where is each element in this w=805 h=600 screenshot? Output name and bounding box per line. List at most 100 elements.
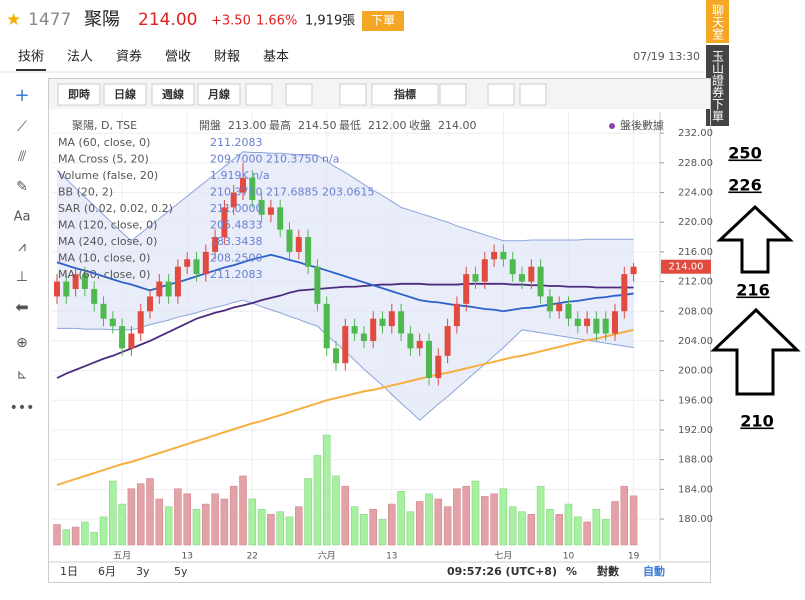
volume-bar [109,480,117,546]
indicator-button[interactable] [371,83,439,106]
tab[interactable]: 基本 [263,50,289,65]
volume-bar [490,493,498,546]
candle-body [156,281,163,297]
toolbar-icon[interactable] [487,83,515,106]
broker-label[interactable]: 玉山證券下單 [711,50,725,122]
x-tick-label: 13 [181,552,192,562]
x-tick-label: 13 [386,552,397,562]
tab[interactable]: 營收 [165,50,191,65]
legend-value: 209.7000 210.3750 n/a [210,153,339,166]
toolbar-button[interactable] [197,83,241,106]
line-tool[interactable]: ⟋ [17,119,27,135]
tab[interactable]: 財報 [214,50,240,65]
candle-body [314,266,321,304]
range-button[interactable]: 6月 [98,565,116,578]
tab[interactable]: 資券 [116,49,142,65]
candle-body [119,326,126,349]
toolbar-button[interactable] [151,83,195,106]
toolbar-icon[interactable] [285,83,313,106]
legend-label: MA (60, close, 0) [58,136,150,149]
toolbar-label[interactable]: 指標 [394,87,416,101]
candle-body [491,251,498,260]
axis-option[interactable]: 自動 [643,564,665,578]
axis-option[interactable]: % [566,565,577,578]
candle-body [388,311,395,327]
volume-bar [71,526,80,546]
toolbar-label[interactable]: 日線 [114,87,136,101]
volume-bar [146,478,154,546]
candle-body [574,318,581,327]
brush-tool[interactable]: ✎ [16,179,28,195]
volume-bar [267,514,275,546]
toolbar-label[interactable]: 月線 [207,87,230,101]
toolbar-button[interactable] [57,83,101,106]
last-price-tag [661,259,711,274]
chat-button[interactable] [706,0,729,43]
axis-option[interactable]: 對數 [597,564,619,578]
y-tick-label: 212.00 [678,277,713,288]
volume-bar [564,503,573,546]
candle-body [453,303,460,327]
candle-body [137,311,144,334]
volume-bar [546,508,554,546]
candle-body [398,311,405,334]
chat-label[interactable]: 聊天室 [711,4,725,40]
candle-body [109,318,116,327]
toolbar-icon[interactable] [519,83,547,106]
candle-body [379,318,386,327]
toolbar-icon[interactable] [439,83,467,106]
candle-body [184,259,191,267]
y-tick-label: 208.00 [678,306,713,317]
more-tool[interactable]: ••• [10,400,35,416]
volume-bar [369,508,377,546]
range-button[interactable]: 3y [136,565,150,578]
candle-body [240,177,246,193]
candle-body [546,296,553,312]
candle-body [305,237,312,267]
zoom-tool[interactable]: ⊕ [16,335,28,351]
range-button[interactable]: 1日 [60,565,78,578]
volume-bar [155,498,164,546]
range-button[interactable]: 5y [174,565,188,578]
text-tool[interactable]: Aa [14,210,31,225]
crosshair-tool[interactable]: + [14,85,29,106]
legend-label: MA Cross (5, 20) [58,153,149,166]
measure-tool[interactable]: ⊥ [16,269,28,285]
order-label[interactable]: 下單 [371,14,395,28]
toolbar-button[interactable] [103,83,147,106]
star-icon[interactable]: ★ [6,10,21,30]
toolbar-icon[interactable] [339,83,367,106]
tab[interactable]: 法人 [67,50,93,65]
candle-body [509,259,516,275]
order-button[interactable] [362,11,404,31]
volume-bar [592,508,601,546]
ma60-line [56,282,634,379]
candle-body [323,303,330,349]
toolbar-label[interactable]: 即時 [68,87,90,101]
ohlc-label: 最高 [269,118,291,132]
volume-bar [629,495,638,546]
legend-value: 183.3438 [210,235,263,248]
volume-bar [611,501,619,546]
pattern-tool[interactable]: ⩘ [18,239,26,255]
candle-body [277,207,284,230]
annotation: 216 [736,281,769,300]
toolbar-label[interactable]: 週線 [162,87,184,101]
candle-body [258,199,265,215]
tab[interactable]: 技術 [18,50,44,65]
candle-body [267,207,274,215]
volume-bar [257,508,266,546]
candle-body [435,355,442,379]
ohlc-value: 214.50 [298,119,337,132]
volume-bar [248,498,257,546]
toolbar-icon[interactable] [245,83,273,106]
back-tool[interactable]: ⬅ [15,298,28,317]
candle-body [351,326,358,334]
volume-bar [322,434,331,546]
broker-button[interactable] [706,45,729,126]
fib-tool[interactable]: ⫻ [18,149,27,165]
ruler-tool[interactable]: ⊾ [17,368,28,383]
volume-bar [536,485,545,546]
ma120-line [56,328,634,486]
candle-body [621,274,628,312]
